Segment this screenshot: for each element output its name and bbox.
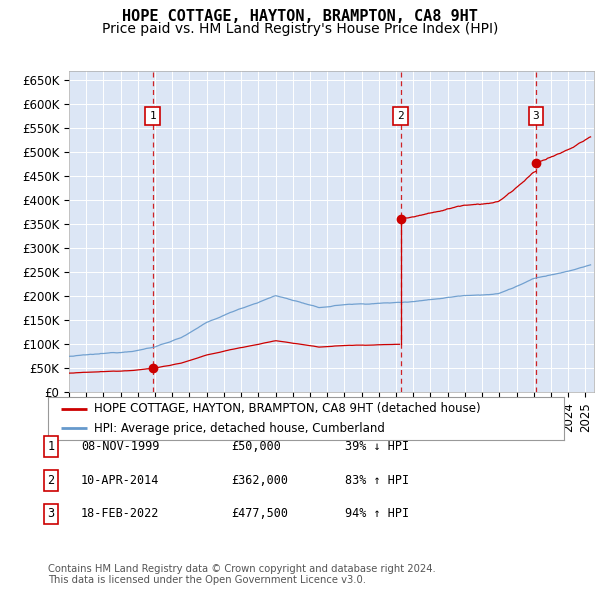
Text: £477,500: £477,500 [231, 507, 288, 520]
Text: Price paid vs. HM Land Registry's House Price Index (HPI): Price paid vs. HM Land Registry's House … [102, 22, 498, 37]
Text: 2: 2 [47, 474, 55, 487]
Text: 08-NOV-1999: 08-NOV-1999 [81, 440, 160, 453]
Text: 3: 3 [533, 111, 539, 121]
Text: HOPE COTTAGE, HAYTON, BRAMPTON, CA8 9HT: HOPE COTTAGE, HAYTON, BRAMPTON, CA8 9HT [122, 9, 478, 24]
Text: Contains HM Land Registry data © Crown copyright and database right 2024.
This d: Contains HM Land Registry data © Crown c… [48, 563, 436, 585]
Text: 3: 3 [47, 507, 55, 520]
Text: 10-APR-2014: 10-APR-2014 [81, 474, 160, 487]
Text: £362,000: £362,000 [231, 474, 288, 487]
Text: HOPE COTTAGE, HAYTON, BRAMPTON, CA8 9HT (detached house): HOPE COTTAGE, HAYTON, BRAMPTON, CA8 9HT … [94, 402, 481, 415]
Text: HPI: Average price, detached house, Cumberland: HPI: Average price, detached house, Cumb… [94, 422, 385, 435]
Text: 1: 1 [149, 111, 156, 121]
Text: 94% ↑ HPI: 94% ↑ HPI [345, 507, 409, 520]
Text: 1: 1 [47, 440, 55, 453]
Text: £50,000: £50,000 [231, 440, 281, 453]
Text: 83% ↑ HPI: 83% ↑ HPI [345, 474, 409, 487]
Text: 18-FEB-2022: 18-FEB-2022 [81, 507, 160, 520]
Text: 39% ↓ HPI: 39% ↓ HPI [345, 440, 409, 453]
Text: 2: 2 [397, 111, 404, 121]
